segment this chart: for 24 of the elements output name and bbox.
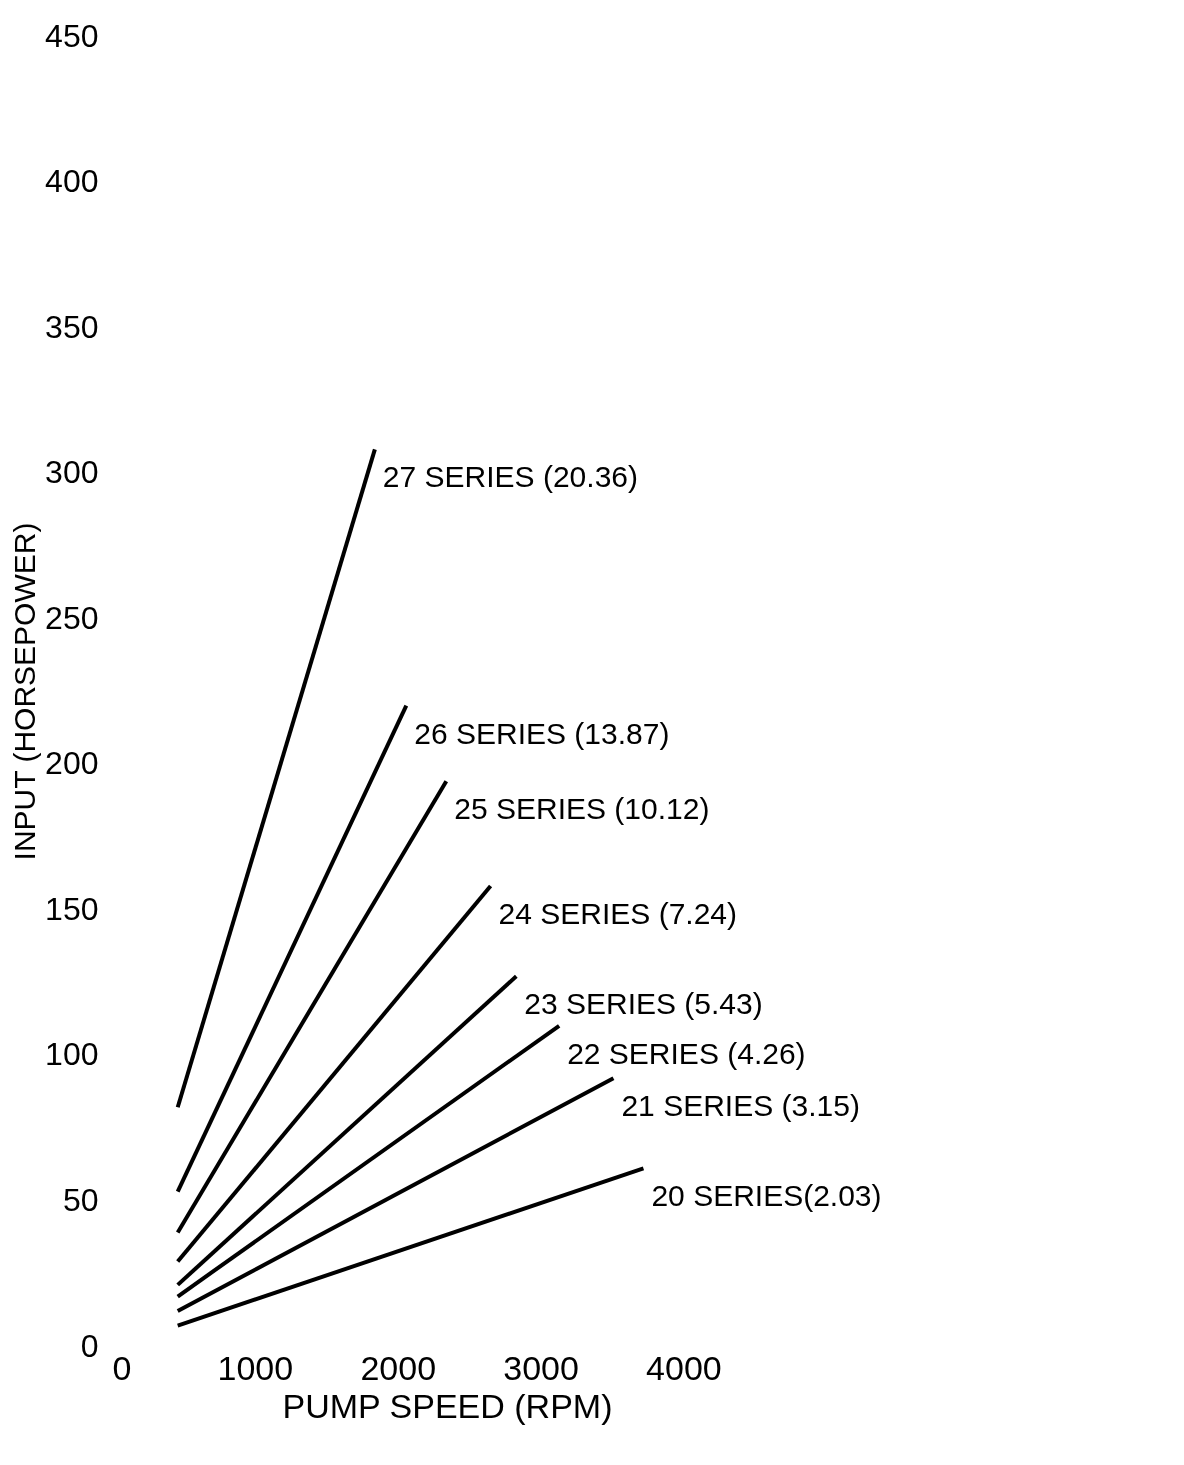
series-label: 21 SERIES (3.15) <box>621 1089 860 1123</box>
x-tick-label: 3000 <box>503 1348 579 1387</box>
x-axis-title: PUMP SPEED (RPM) <box>282 1386 613 1425</box>
series-label: 27 SERIES (20.36) <box>382 460 638 494</box>
y-tick-label: 200 <box>45 745 99 782</box>
x-tick-label: 4000 <box>646 1348 722 1387</box>
x-tick-label: 1000 <box>217 1348 294 1387</box>
y-tick-label: 400 <box>45 163 99 200</box>
series-label: 23 SERIES (5.43) <box>524 987 763 1021</box>
series-label: 24 SERIES (7.24) <box>498 897 738 931</box>
y-tick-label: 300 <box>45 454 99 491</box>
y-tick-label: 100 <box>45 1036 99 1073</box>
y-tick-label: 450 <box>45 17 99 54</box>
y-tick-label: 50 <box>62 1181 99 1218</box>
y-tick-label: 150 <box>45 890 99 927</box>
series-label: 25 SERIES (10.12) <box>454 792 710 826</box>
x-tick-label: 0 <box>112 1348 132 1387</box>
x-tick-label: 2000 <box>360 1348 437 1387</box>
series-label: 22 SERIES (4.26) <box>567 1036 806 1070</box>
y-tick-label: 350 <box>45 308 99 345</box>
y-tick-label: 250 <box>45 599 99 636</box>
series-label: 26 SERIES (13.87) <box>414 716 670 750</box>
y-axis-title: INPUT (HORSEPOWER) <box>8 522 42 861</box>
series-label: 20 SERIES(2.03) <box>651 1179 882 1213</box>
